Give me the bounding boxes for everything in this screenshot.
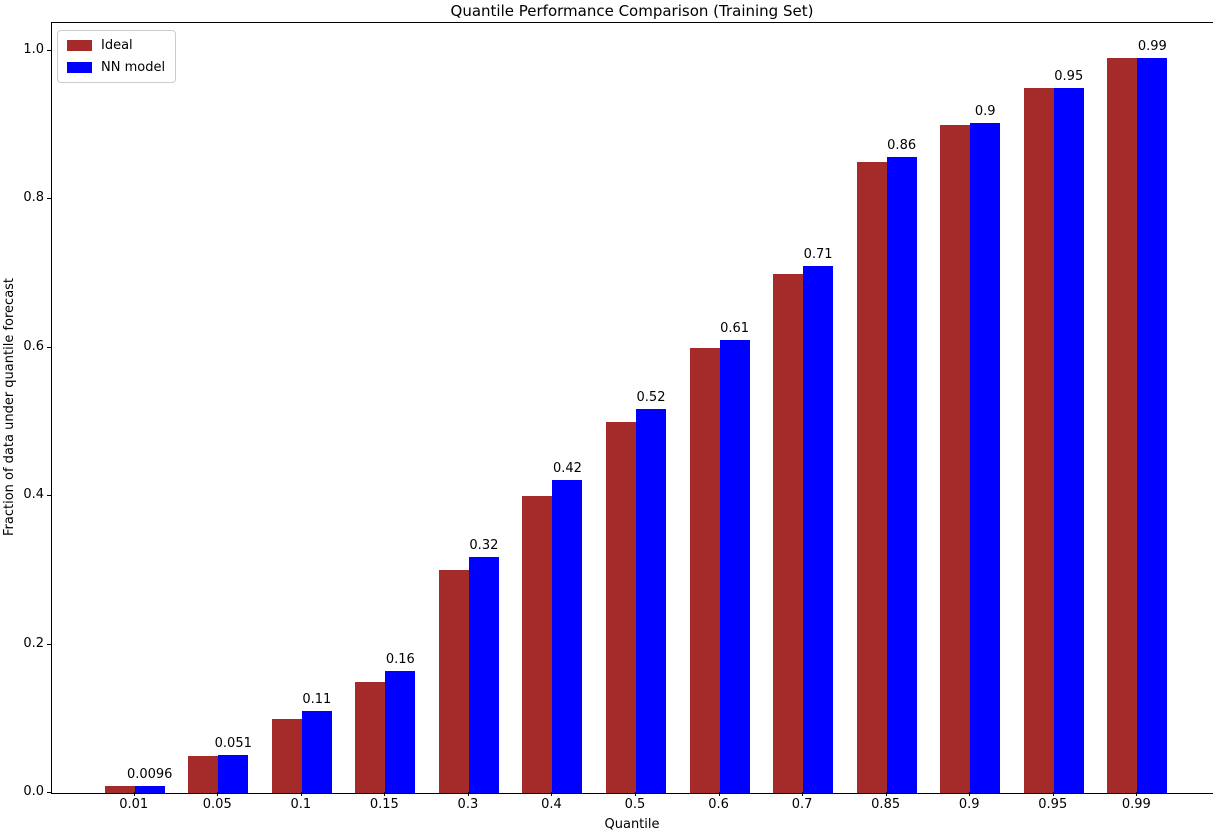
legend-swatch-nn-model (67, 62, 92, 73)
x-tick-label: 0.95 (1038, 797, 1068, 812)
ideal-bar (522, 496, 553, 793)
ideal-bar (689, 347, 720, 793)
nn-model-bar (803, 266, 834, 793)
ideal-bar (271, 718, 302, 793)
x-tick-mark (384, 792, 386, 796)
x-tick-mark (635, 792, 636, 796)
nn-model-bar (1137, 58, 1168, 793)
x-tick-label: 0.3 (457, 797, 479, 812)
legend-item-nn-model: NN model (67, 60, 165, 75)
x-tick-mark (300, 792, 302, 796)
bar-value-label: 0.051 (214, 735, 252, 751)
bar-value-label: 0.86 (887, 137, 917, 153)
x-tick-mark (1136, 792, 1138, 796)
bar-value-label: 0.11 (302, 692, 332, 708)
x-tick-mark (1052, 792, 1054, 796)
nn-model-bar (719, 340, 750, 793)
legend-label-ideal: Ideal (101, 38, 133, 53)
x-tick-label: 0.9 (958, 797, 980, 812)
y-tick-label: 0.2 (23, 635, 44, 651)
plot-area: Ideal NN model 0.0096 0.051 0.11 0.16 0.32 0.… (51, 22, 1213, 794)
bar-value-label: 0.42 (552, 460, 582, 476)
y-tick-mark (47, 49, 51, 51)
chart-title: Quantile Performance Comparison (Trainin… (450, 2, 814, 20)
y-axis-label: Fraction of data under quantile forecast (2, 277, 17, 537)
ideal-bar (188, 755, 219, 793)
legend: Ideal NN model (57, 30, 177, 83)
nn-model-bar (218, 755, 249, 793)
x-tick-label: 0.99 (1121, 797, 1151, 812)
x-tick-label: 0.7 (791, 797, 813, 812)
x-tick-mark (885, 792, 887, 796)
x-tick-mark (133, 792, 135, 796)
y-tick-mark (47, 346, 51, 348)
y-tick-mark (47, 792, 51, 793)
ideal-bar (773, 273, 804, 793)
y-tick-mark (47, 643, 51, 645)
x-tick-mark (802, 792, 804, 796)
bar-value-label: 0.61 (720, 321, 750, 337)
legend-swatch-ideal (67, 40, 92, 51)
ideal-bar (355, 681, 386, 793)
x-tick-label: 0.4 (541, 797, 562, 812)
bar-value-label: 0.71 (803, 246, 833, 262)
bar-value-label: 0.52 (636, 390, 666, 406)
y-tick-label: 0.0 (23, 784, 44, 799)
x-tick-mark (217, 792, 219, 796)
x-tick-label: 0.15 (369, 797, 399, 812)
bar-value-label: 0.95 (1054, 68, 1084, 84)
x-tick-label: 0.1 (290, 797, 312, 812)
nn-model-bar (552, 479, 583, 793)
nn-model-bar (468, 557, 499, 793)
x-tick-mark (467, 792, 469, 796)
bar-value-label: 0.0096 (126, 766, 173, 782)
x-tick-mark (551, 792, 553, 796)
y-tick-mark (47, 198, 51, 200)
bar-value-label: 0.32 (469, 537, 499, 553)
x-tick-mark (718, 792, 720, 796)
nn-model-bar (134, 785, 165, 793)
ideal-bar (1023, 88, 1054, 793)
y-tick-label: 1.0 (23, 41, 44, 57)
x-tick-label: 0.6 (708, 797, 729, 812)
legend-label-nn-model: NN model (101, 60, 166, 75)
legend-item-ideal: Ideal (67, 38, 165, 53)
bar-value-label: 0.16 (385, 652, 415, 668)
x-tick-label: 0.85 (871, 797, 901, 812)
nn-model-bar (636, 409, 666, 793)
nn-model-bar (886, 157, 917, 793)
y-tick-label: 0.4 (23, 487, 44, 503)
y-tick-label: 0.8 (23, 190, 44, 206)
nn-model-bar (385, 671, 416, 793)
bar-value-label: 0.99 (1137, 39, 1167, 55)
y-tick-mark (47, 495, 51, 497)
ideal-bar (438, 570, 469, 793)
x-tick-label: 0.01 (119, 797, 149, 812)
ideal-bar (1107, 57, 1138, 793)
x-tick-mark (969, 792, 971, 796)
ideal-bar (940, 125, 971, 793)
nn-model-bar (1053, 88, 1084, 793)
nn-model-bar (970, 122, 1001, 793)
bar-value-label: 0.9 (974, 103, 996, 119)
ideal-bar (856, 162, 887, 793)
y-tick-label: 0.6 (23, 338, 44, 354)
nn-model-bar (301, 711, 332, 793)
x-tick-label: 0.05 (202, 797, 232, 812)
ideal-bar (104, 785, 135, 793)
x-tick-label: 0.5 (624, 797, 646, 812)
ideal-bar (606, 422, 636, 793)
x-axis-label: Quantile (604, 817, 660, 832)
